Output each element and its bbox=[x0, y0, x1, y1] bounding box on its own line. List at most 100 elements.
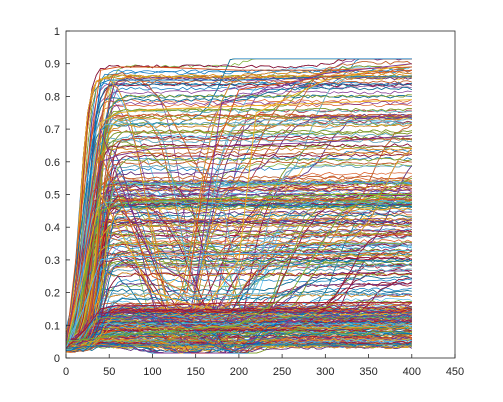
y-tick-label: 0.1 bbox=[45, 320, 60, 332]
y-tick-label: 0.6 bbox=[45, 157, 60, 169]
series-line bbox=[65, 245, 412, 344]
series-line bbox=[65, 113, 412, 352]
series-line bbox=[65, 107, 412, 346]
representative-series-line bbox=[65, 66, 412, 345]
axis-layer: 0 50 100 150 200 250 300 350 400 450 0 0.1 0.2 0.3 0.4… bbox=[45, 26, 464, 378]
series-line bbox=[65, 82, 412, 348]
series-line bbox=[65, 81, 412, 330]
series-line bbox=[65, 69, 412, 343]
series-line bbox=[65, 272, 412, 345]
representative-series-line bbox=[65, 194, 412, 349]
series-line bbox=[65, 314, 412, 351]
series-line bbox=[65, 306, 412, 350]
series-line bbox=[65, 153, 412, 352]
series-line bbox=[65, 308, 412, 342]
x-tick-label: 200 bbox=[230, 366, 248, 378]
series-line bbox=[65, 203, 412, 352]
series-line bbox=[65, 335, 412, 352]
series-line bbox=[65, 241, 412, 348]
series-line bbox=[65, 182, 412, 354]
series-line bbox=[65, 58, 412, 348]
x-tick-label: 450 bbox=[446, 366, 464, 378]
series-line bbox=[65, 220, 412, 348]
series-line bbox=[65, 207, 412, 347]
series-line bbox=[65, 277, 412, 348]
series-line bbox=[65, 118, 412, 345]
series-line bbox=[65, 184, 412, 354]
series-line bbox=[65, 143, 413, 340]
series-line bbox=[65, 80, 412, 345]
series-line bbox=[65, 239, 412, 346]
series-line bbox=[65, 148, 413, 349]
series-line bbox=[65, 197, 412, 352]
series-line bbox=[65, 337, 412, 350]
series-line bbox=[65, 193, 412, 346]
series-line bbox=[65, 218, 412, 347]
representative-series-line bbox=[65, 249, 412, 349]
series-line bbox=[65, 221, 412, 338]
series-line bbox=[65, 275, 412, 350]
series-line bbox=[65, 115, 412, 347]
series-line bbox=[65, 314, 412, 352]
series-line bbox=[65, 222, 412, 341]
series-line bbox=[65, 325, 412, 343]
series-line bbox=[65, 165, 413, 342]
series-line bbox=[65, 250, 412, 347]
y-tick-label: 0.8 bbox=[45, 91, 60, 103]
series-line bbox=[65, 270, 412, 343]
series-line bbox=[65, 326, 412, 348]
series-line bbox=[65, 258, 412, 342]
x-tick-label: 350 bbox=[359, 366, 377, 378]
x-tick-label: 0 bbox=[63, 366, 69, 378]
representative-series-line bbox=[65, 63, 412, 346]
series-line bbox=[65, 123, 412, 345]
series-line bbox=[65, 164, 412, 341]
series-line bbox=[65, 328, 412, 348]
series-line bbox=[65, 197, 412, 352]
series-line bbox=[65, 144, 412, 348]
series-line bbox=[65, 138, 412, 337]
series-line bbox=[65, 312, 412, 352]
series-line bbox=[65, 68, 412, 351]
x-tick-label: 250 bbox=[273, 366, 291, 378]
series-line bbox=[65, 256, 412, 354]
series-line bbox=[65, 146, 412, 345]
x-tick-label: 300 bbox=[316, 366, 334, 378]
series-line bbox=[65, 115, 412, 347]
series-line bbox=[65, 73, 412, 333]
series-layer bbox=[65, 58, 413, 354]
y-tick-label: 0.2 bbox=[45, 288, 60, 300]
x-tick-label: 400 bbox=[403, 366, 421, 378]
series-line bbox=[65, 308, 412, 348]
series-line bbox=[65, 113, 412, 348]
series-line bbox=[65, 263, 412, 347]
y-tick-label: 0.5 bbox=[45, 190, 60, 202]
y-tick-label: 0.9 bbox=[45, 59, 60, 71]
series-line bbox=[65, 187, 412, 348]
series-line bbox=[66, 229, 412, 341]
series-line bbox=[65, 121, 412, 338]
series-line bbox=[65, 334, 412, 348]
series-line bbox=[65, 117, 412, 341]
series-line bbox=[65, 309, 412, 344]
series-line bbox=[65, 223, 412, 339]
series-line bbox=[65, 330, 412, 346]
series-line bbox=[65, 163, 412, 350]
representative-series-line bbox=[65, 301, 412, 349]
series-line bbox=[65, 210, 412, 348]
series-line bbox=[65, 148, 412, 351]
series-line bbox=[65, 267, 412, 346]
series-line bbox=[65, 193, 412, 349]
series-line bbox=[65, 157, 412, 350]
series-line bbox=[65, 292, 412, 344]
series-line bbox=[65, 129, 412, 343]
series-line bbox=[65, 231, 412, 341]
series-line bbox=[65, 211, 412, 335]
x-tick-label: 150 bbox=[186, 366, 204, 378]
series-line bbox=[65, 113, 412, 344]
series-line bbox=[65, 137, 412, 349]
series-line bbox=[65, 86, 412, 352]
representative-series-line bbox=[65, 344, 412, 349]
representative-series-line bbox=[65, 63, 412, 345]
